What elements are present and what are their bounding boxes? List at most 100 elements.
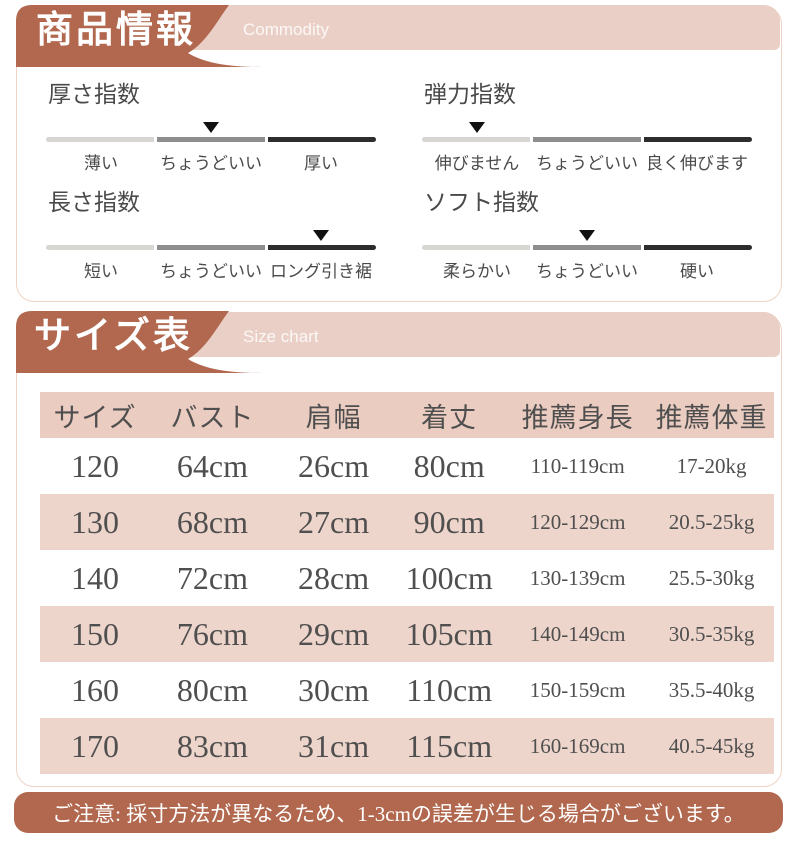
index-arrow-track <box>422 122 752 134</box>
table-header-cell: 肩幅 <box>305 402 362 433</box>
index-arrow-track <box>422 230 752 242</box>
size-chart-title: サイズ表 <box>34 316 193 357</box>
table-cell: 30cm <box>298 671 370 708</box>
index-arrow-track <box>46 122 376 134</box>
table-cell: 72cm <box>176 559 249 596</box>
index-bar-segment <box>46 245 154 250</box>
index-labels: 伸びません ちょうどいい 良く伸びます <box>422 149 752 174</box>
table-header-cell: サイズ <box>53 402 137 433</box>
table-cell: 110-119cm <box>530 453 625 478</box>
table-header-cell: 着丈 <box>421 402 478 433</box>
table-row: 120 64cm 26cm 80cm 110-119cm 17-20kg <box>40 438 774 494</box>
product-info-title: 商品情報 <box>36 10 196 51</box>
index-bar-segment <box>268 245 376 250</box>
index-bar-segment <box>157 245 265 250</box>
table-row: 130 68cm 27cm 90cm 120-129cm 20.5-25kg <box>40 494 774 550</box>
index-title: 厚さ指数 <box>48 82 140 107</box>
index-bar-segment <box>422 137 530 142</box>
index-bar-segment <box>644 245 752 250</box>
table-cell: 160 <box>71 671 120 708</box>
table-cell: 68cm <box>176 503 249 540</box>
table-row: 140 72cm 28cm 100cm 130-139cm 25.5-30kg <box>40 550 774 606</box>
table-cell: 30.5-35kg <box>668 621 755 646</box>
table-cell: 26cm <box>298 447 370 484</box>
notice-banner: ご注意: 採寸方法が異なるため、1-3cmの誤差が生じる場合がございます。 <box>14 792 783 833</box>
table-cell: 115cm <box>406 727 493 764</box>
arrow-down-indicator-icon <box>579 230 595 241</box>
index-label: ちょうどいい <box>160 154 262 173</box>
product-info-header-badge <box>16 5 262 67</box>
notice-text: ご注意: 採寸方法が異なるため、1-3cmの誤差が生じる場合がございます。 <box>52 801 745 826</box>
table-cell: 17-20kg <box>676 453 747 478</box>
index-labels: 柔らかい ちょうどいい 硬い <box>422 257 752 282</box>
product-info-subtitle: Commodity <box>243 20 329 39</box>
table-cell: 76cm <box>176 615 249 652</box>
table-header-row: サイズ バスト 肩幅 着丈 推薦身長 推薦体重 <box>40 392 774 438</box>
table-cell: 160-169cm <box>529 733 626 758</box>
table-header-cell: バスト <box>170 402 255 433</box>
arrow-down-indicator-icon <box>203 122 219 133</box>
table-cell: 83cm <box>176 727 249 764</box>
table-cell: 80cm <box>176 671 249 708</box>
table-header-cell: 推薦体重 <box>655 402 768 433</box>
index-bar <box>422 245 752 250</box>
table-cell: 35.5-40kg <box>668 677 755 702</box>
table-cell: 31cm <box>298 727 370 764</box>
arrow-down-indicator-icon <box>312 230 329 241</box>
index-labels: 薄い ちょうどいい 厚い <box>46 149 376 174</box>
index-title: ソフト指数 <box>424 190 539 215</box>
index-bar <box>46 245 376 250</box>
index-cell-2: 長さ指数短い ちょうどいい ロング引き裾 <box>46 188 376 296</box>
size-chart-header-badge <box>16 311 262 373</box>
size-chart-subtitle: Size chart <box>243 327 319 346</box>
index-labels: 短い ちょうどいい ロング引き裾 <box>46 257 376 282</box>
table-cell: 100cm <box>405 559 493 596</box>
table-cell: 80cm <box>413 447 485 484</box>
table-cell: 150 <box>71 615 120 652</box>
index-cell-1: 弾力指数伸びません ちょうどいい 良く伸びます <box>422 80 752 188</box>
index-label: 薄い <box>84 154 118 173</box>
table-cell: 25.5-30kg <box>668 565 755 590</box>
index-label: 硬い <box>680 262 714 281</box>
table-cell: 20.5-25kg <box>668 509 755 534</box>
table-cell: 130 <box>71 503 120 540</box>
size-table: サイズ バスト 肩幅 着丈 推薦身長 推薦体重 120 64cm 26cm 80cm 110-119… <box>40 392 774 774</box>
index-label: ロング引き裾 <box>270 262 372 281</box>
table-row: 150 76cm 29cm 105cm 140-149cm 30.5-35kg <box>40 606 774 662</box>
table-cell: 170 <box>71 727 120 764</box>
index-label: ちょうどいい <box>160 262 262 281</box>
index-bar-segment <box>533 137 641 142</box>
table-cell: 40.5-45kg <box>668 733 755 758</box>
table-cell: 140 <box>71 559 120 596</box>
indices-grid: 厚さ指数 薄い ちょうどいい 厚い 弾力指数 伸びません ちょうどいい 良く伸びます 長さ指数短… <box>16 80 782 300</box>
index-bar <box>422 137 752 142</box>
index-label: 短い <box>84 262 118 281</box>
index-bar <box>46 137 376 142</box>
index-bar-segment <box>46 137 154 142</box>
table-cell: 150-159cm <box>529 677 626 702</box>
table-header-cell: 推薦身長 <box>521 402 634 433</box>
index-cell-0: 厚さ指数薄い ちょうどいい 厚い <box>46 80 376 188</box>
table-cell: 120-129cm <box>529 509 626 534</box>
index-cell-3: ソフト指数柔らかい ちょうどいい 硬い <box>422 188 752 296</box>
table-row: 160 80cm 30cm 110cm 150-159cm 35.5-40kg <box>40 662 774 718</box>
index-label: ちょうどいい <box>536 154 638 173</box>
index-label: 柔らかい <box>443 262 511 281</box>
index-title: 長さ指数 <box>48 190 140 215</box>
table-cell: 140-149cm <box>529 621 626 646</box>
table-cell: 105cm <box>405 615 493 652</box>
index-label: ちょうどいい <box>536 262 638 281</box>
index-bar-segment <box>533 245 641 250</box>
index-arrow-track <box>46 230 376 242</box>
table-cell: 27cm <box>298 503 370 540</box>
index-bar-segment <box>422 245 530 250</box>
index-bar-segment <box>157 137 265 142</box>
table-cell: 110cm <box>406 671 493 708</box>
table-row: 170 83cm 31cm 115cm 160-169cm 40.5-45kg <box>40 718 774 774</box>
table-cell: 29cm <box>298 615 370 652</box>
index-label: 厚い <box>304 154 338 173</box>
index-bar-segment <box>268 137 376 142</box>
index-title: 弾力指数 <box>424 82 516 107</box>
index-bar-segment <box>644 137 752 142</box>
